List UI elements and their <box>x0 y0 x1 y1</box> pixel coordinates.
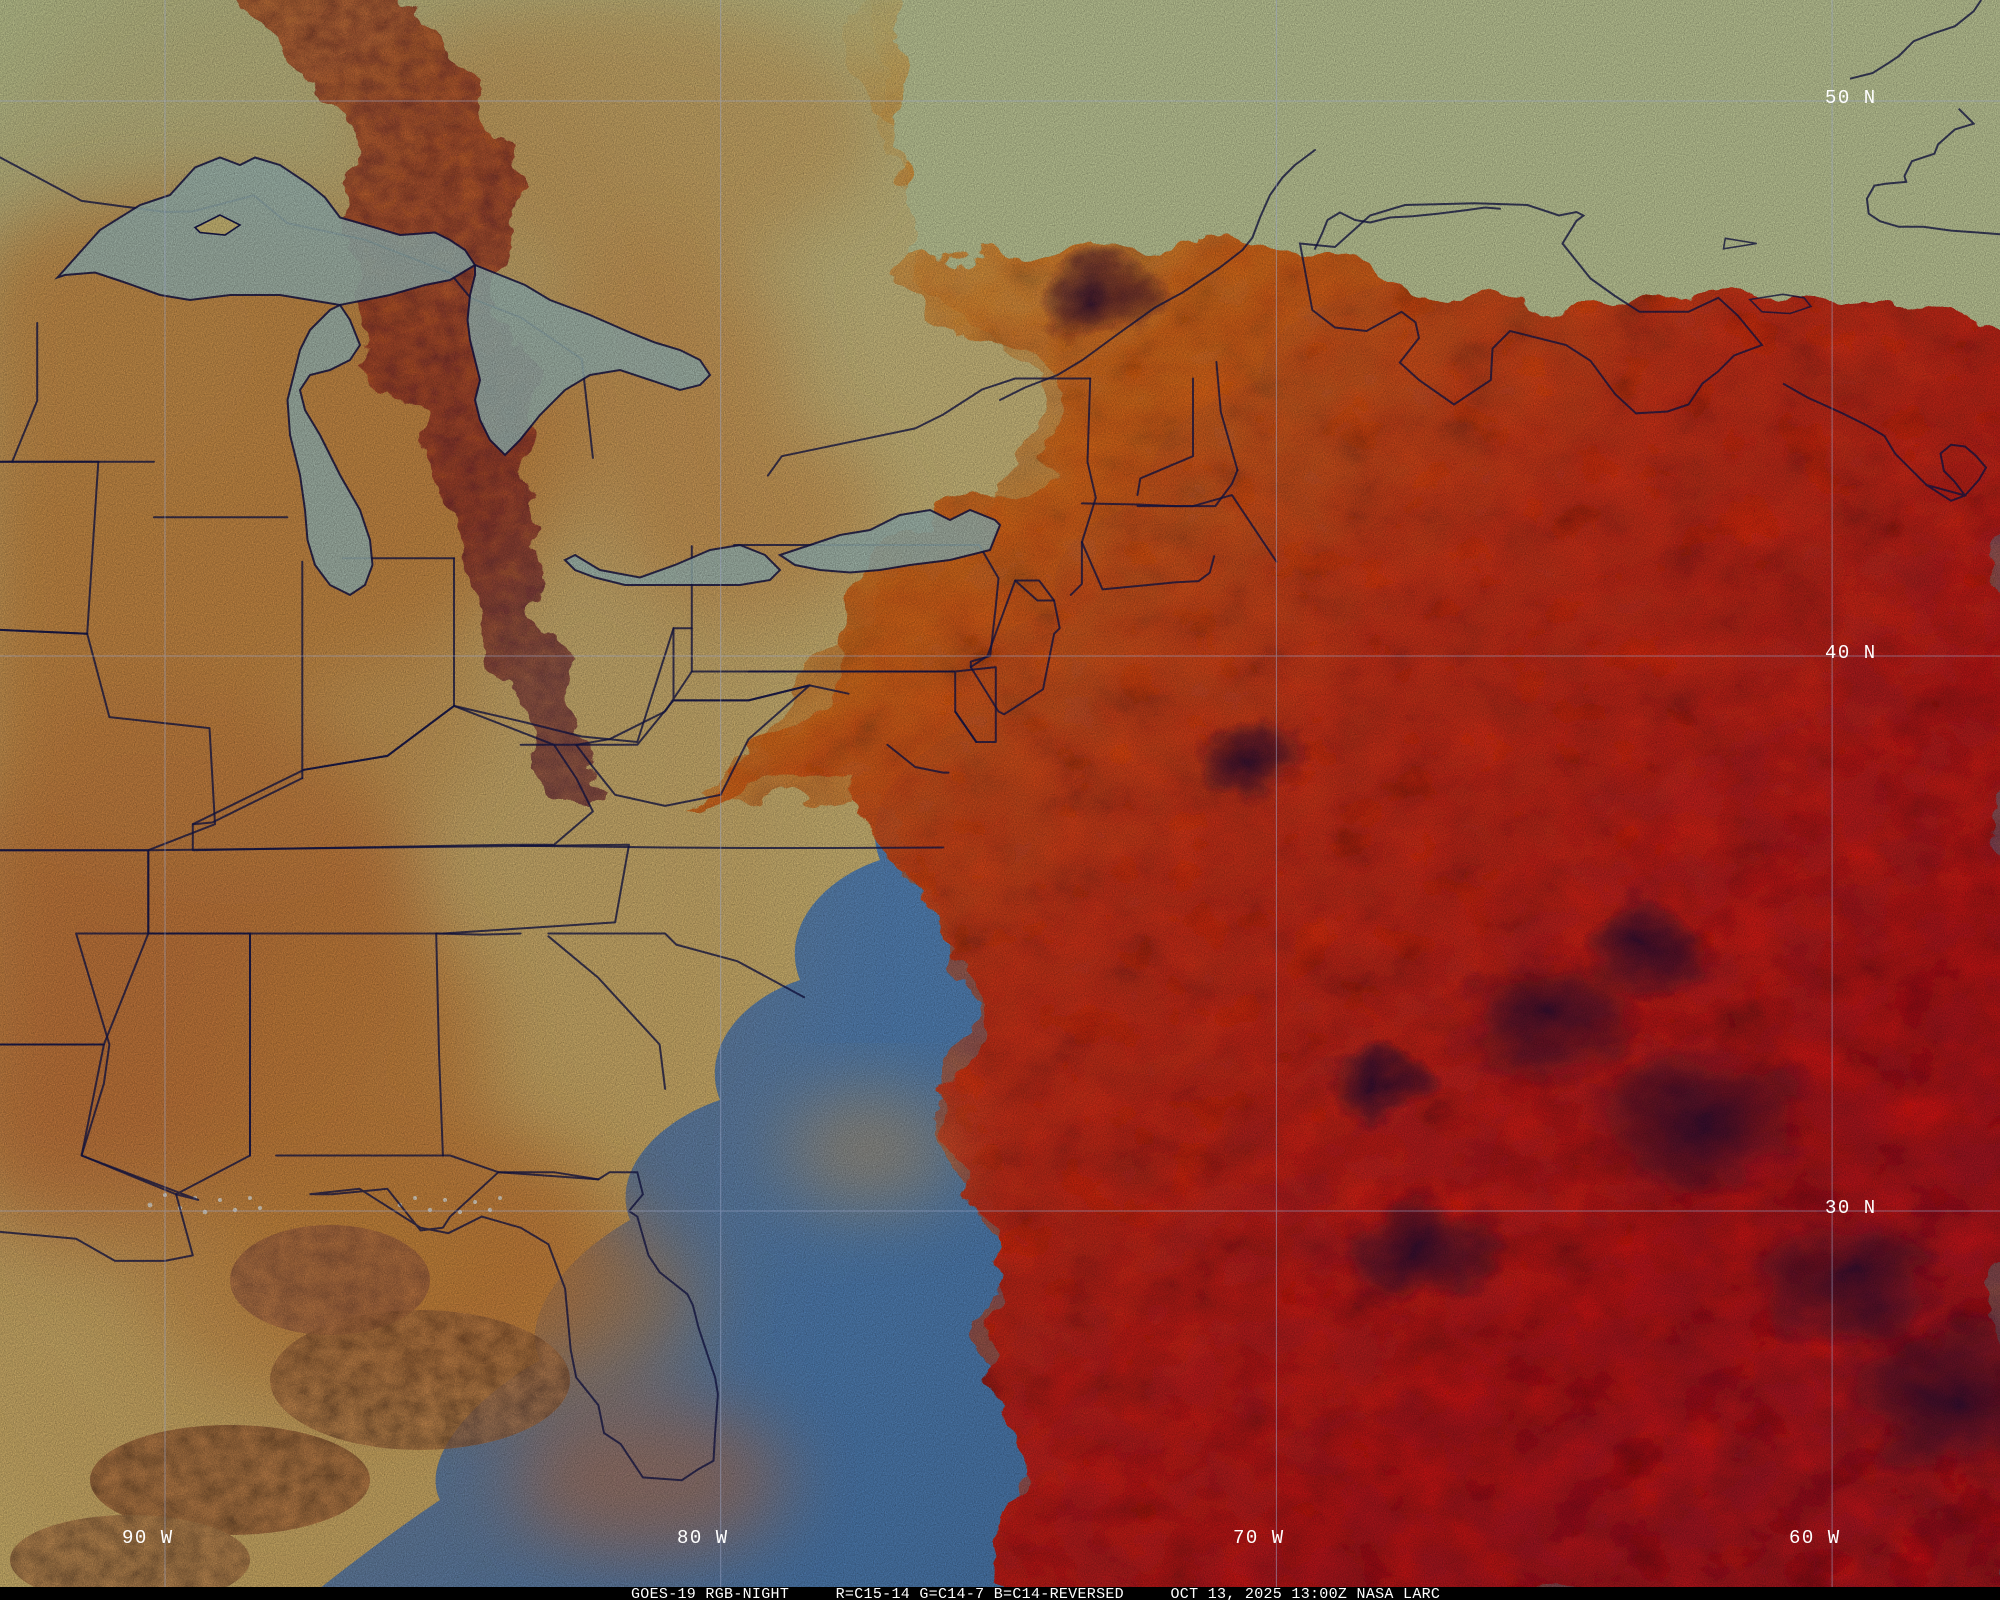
svg-text:GOES-19 RGB-NIGHT R=C15-14: GOES-19 RGB-NIGHT R=C15-14 G=C14-7 B=C14… <box>631 1586 1440 1600</box>
svg-text:80 W: 80 W <box>677 1527 729 1549</box>
svg-text:60 W: 60 W <box>1789 1527 1841 1549</box>
svg-text:30 N: 30 N <box>1825 1197 1877 1219</box>
svg-text:90 W: 90 W <box>122 1527 174 1549</box>
svg-text:70 W: 70 W <box>1233 1527 1285 1549</box>
svg-text:40 N: 40 N <box>1825 642 1877 664</box>
svg-text:50 N: 50 N <box>1825 87 1877 109</box>
